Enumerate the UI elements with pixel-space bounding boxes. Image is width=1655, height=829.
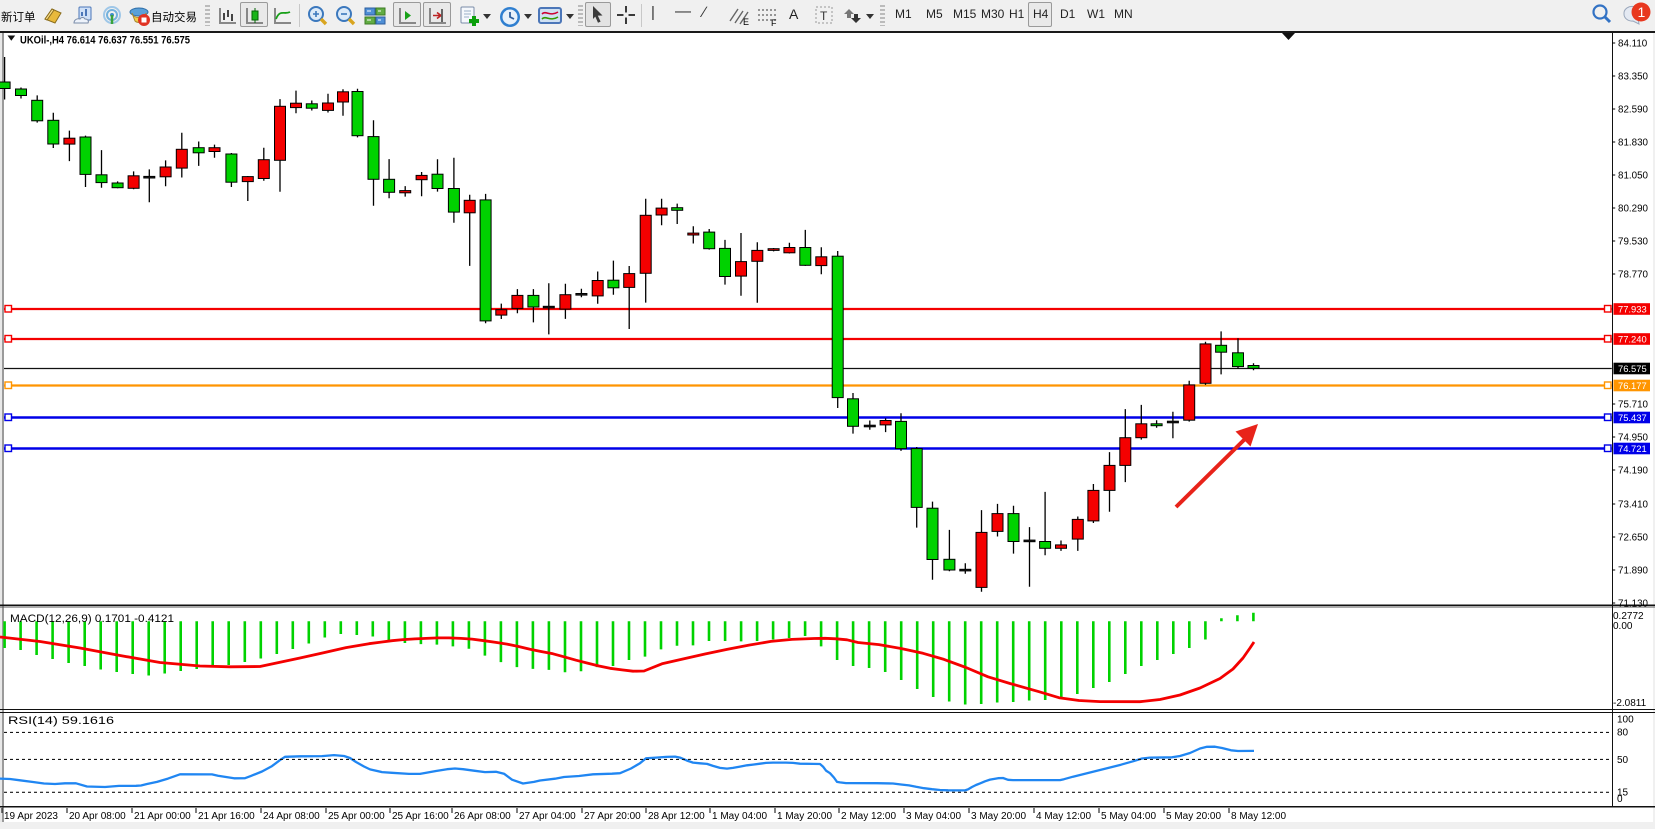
- svg-text:74.721: 74.721: [1618, 443, 1647, 454]
- svg-text:27 Apr 20:00: 27 Apr 20:00: [584, 811, 641, 822]
- svg-text:MACD(12,26,9) 0.1701 -0.4121: MACD(12,26,9) 0.1701 -0.4121: [10, 613, 174, 625]
- svg-text:25 Apr 00:00: 25 Apr 00:00: [328, 811, 385, 822]
- svg-text:5 May 04:00: 5 May 04:00: [1101, 811, 1156, 822]
- svg-text:8 May 12:00: 8 May 12:00: [1231, 811, 1286, 822]
- svg-text:83.350: 83.350: [1618, 72, 1649, 83]
- svg-text:77.240: 77.240: [1618, 334, 1647, 345]
- svg-text:80: 80: [1617, 728, 1629, 739]
- svg-text:0.00: 0.00: [1613, 621, 1633, 632]
- svg-text:73.410: 73.410: [1618, 500, 1649, 511]
- svg-text:71.130: 71.130: [1618, 599, 1649, 610]
- svg-text:79.530: 79.530: [1618, 237, 1649, 248]
- svg-text:1 May 04:00: 1 May 04:00: [712, 811, 767, 822]
- svg-text:82.590: 82.590: [1618, 105, 1649, 116]
- svg-text:21 Apr 00:00: 21 Apr 00:00: [134, 811, 191, 822]
- svg-text:74.190: 74.190: [1618, 466, 1649, 477]
- svg-text:21 Apr 16:00: 21 Apr 16:00: [198, 811, 255, 822]
- svg-text:75.710: 75.710: [1618, 400, 1649, 411]
- svg-text:71.890: 71.890: [1618, 566, 1649, 577]
- svg-text:RSI(14) 59.1616: RSI(14) 59.1616: [8, 715, 114, 727]
- svg-text:81.830: 81.830: [1618, 138, 1649, 149]
- svg-text:25 Apr 16:00: 25 Apr 16:00: [392, 811, 449, 822]
- svg-text:74.950: 74.950: [1618, 433, 1649, 444]
- svg-text:76.575: 76.575: [1618, 363, 1647, 374]
- svg-text:F: F: [771, 18, 777, 27]
- svg-text:19 Apr 2023: 19 Apr 2023: [4, 811, 58, 822]
- svg-text:-2.0811: -2.0811: [1613, 698, 1647, 709]
- svg-text:27 Apr 04:00: 27 Apr 04:00: [519, 811, 576, 822]
- svg-text:20 Apr 08:00: 20 Apr 08:00: [69, 811, 126, 822]
- svg-text:100: 100: [1617, 715, 1634, 726]
- svg-text:1: 1: [1638, 4, 1646, 20]
- svg-text:15: 15: [1617, 788, 1629, 799]
- svg-text:76.177: 76.177: [1618, 380, 1647, 391]
- svg-text:84.110: 84.110: [1618, 39, 1648, 50]
- svg-text:3 May 04:00: 3 May 04:00: [906, 811, 961, 822]
- svg-text:0: 0: [1617, 794, 1623, 805]
- svg-text:80.290: 80.290: [1618, 204, 1649, 215]
- svg-text:E: E: [743, 17, 749, 27]
- svg-text:0.2772: 0.2772: [1613, 611, 1644, 622]
- svg-text:24 Apr 08:00: 24 Apr 08:00: [263, 811, 320, 822]
- svg-text:81.050: 81.050: [1618, 171, 1649, 182]
- svg-text:26 Apr 08:00: 26 Apr 08:00: [454, 811, 511, 822]
- svg-text:T: T: [820, 9, 828, 23]
- svg-text:5 May 20:00: 5 May 20:00: [1166, 811, 1221, 822]
- svg-text:75.437: 75.437: [1618, 412, 1647, 423]
- svg-text:4 May 12:00: 4 May 12:00: [1036, 811, 1091, 822]
- svg-text:28 Apr 12:00: 28 Apr 12:00: [648, 811, 705, 822]
- svg-text:3 May 20:00: 3 May 20:00: [971, 811, 1026, 822]
- svg-text:78.770: 78.770: [1618, 270, 1649, 281]
- svg-text:1 May 20:00: 1 May 20:00: [777, 811, 832, 822]
- svg-text:72.650: 72.650: [1618, 533, 1649, 544]
- svg-text:50: 50: [1617, 755, 1629, 766]
- svg-text:2 May 12:00: 2 May 12:00: [841, 811, 896, 822]
- svg-text:77.933: 77.933: [1618, 304, 1647, 315]
- svg-text:UKOil-,H4 76.614 76.637 76.55: UKOil-,H4 76.614 76.637 76.551 76.575: [20, 35, 190, 47]
